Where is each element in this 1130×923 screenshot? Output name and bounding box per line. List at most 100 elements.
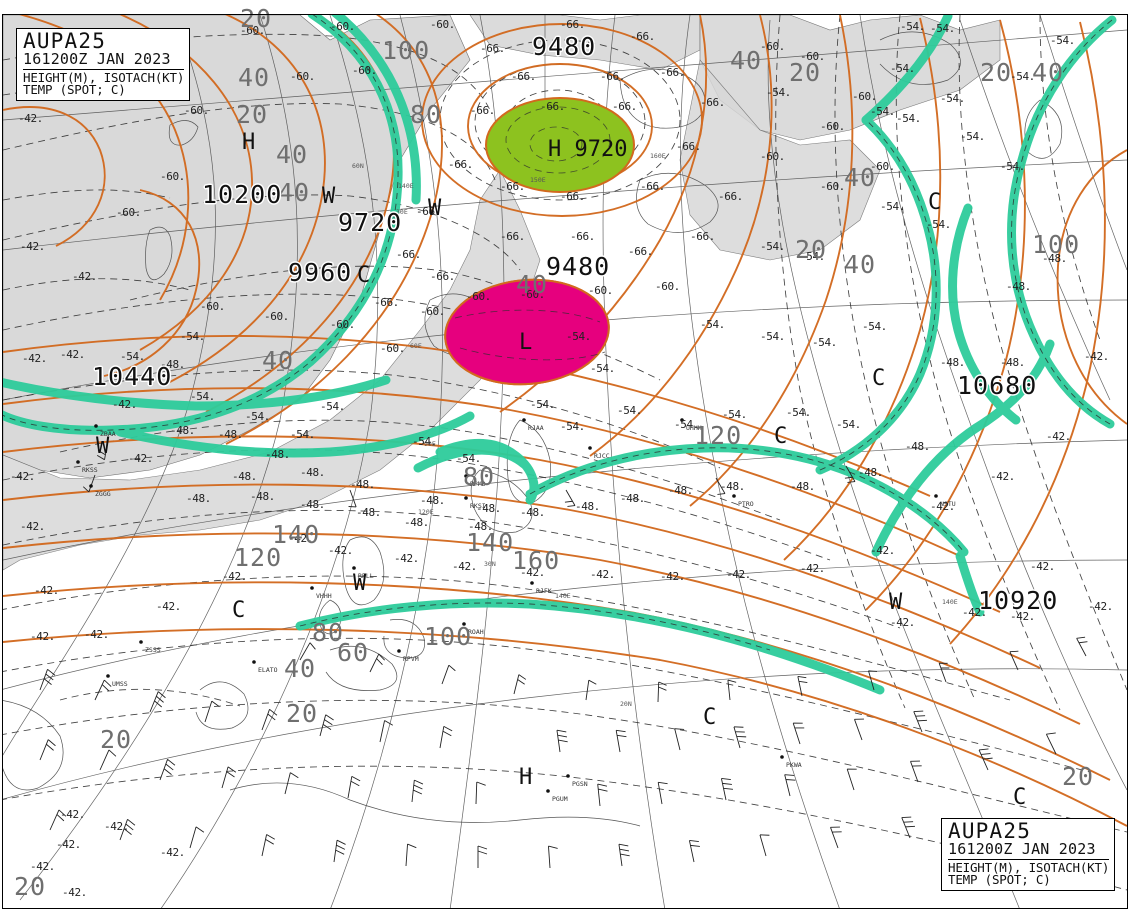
isotach-value-label: 120	[694, 421, 743, 450]
temperature-spot-label: -60.	[160, 170, 185, 183]
temperature-spot-label: -42.	[104, 820, 129, 833]
temperature-spot-label: -42.	[930, 500, 955, 513]
temperature-spot-label: -54.	[456, 452, 481, 465]
temperature-spot-label: -48.	[300, 466, 325, 479]
temperature-spot-label: -54.	[560, 420, 585, 433]
temperature-spot-label: -42.	[60, 348, 85, 361]
temperature-spot-label: -42.	[30, 630, 55, 643]
temperature-spot-label: -42.	[34, 584, 59, 597]
temperature-spot-label: -66.	[690, 230, 715, 243]
temperature-spot-label: -42.	[726, 568, 751, 581]
temperature-spot-label: -54.	[190, 390, 215, 403]
temperature-spot-label: -48.	[1000, 356, 1025, 369]
graticule-label: 20N	[620, 700, 632, 708]
pressure-center-marker: H	[519, 765, 533, 790]
isotach-value-label: 40	[1032, 58, 1065, 87]
temperature-spot-label: -60.	[852, 90, 877, 103]
station-id-label: ELATO	[258, 666, 278, 674]
temperature-spot-label: -42.	[394, 552, 419, 565]
temperature-spot-label: -48.	[720, 480, 745, 493]
station-id-label: RKSS	[82, 466, 98, 474]
station-dots	[76, 418, 938, 793]
height-value-label: 9480	[532, 32, 597, 61]
station-id-label: RJFK	[536, 587, 552, 595]
height-contours	[3, 15, 1127, 827]
station-id-label: PGSN	[572, 780, 588, 788]
isotach-value-label: 40	[730, 46, 763, 75]
station-id-label: RJAA	[528, 424, 544, 432]
chart-legend-line-1-bottom: HEIGHT(M), ISOTACH(KT)	[948, 859, 1110, 875]
temperature-spot-label: -42.	[20, 520, 45, 533]
pressure-center-marker: C	[703, 705, 717, 730]
temperature-spot-label: -54.	[180, 330, 205, 343]
isotach-value-label: 40	[276, 140, 309, 169]
isotach-value-label: 40	[278, 178, 311, 207]
temperature-spot-label: -66.	[511, 70, 536, 83]
temperature-spot-label: -60.	[820, 120, 845, 133]
temperature-spot-label: -60.	[330, 318, 355, 331]
temperature-spot-label: -42.	[990, 470, 1015, 483]
temperature-spot-label: -48.	[1042, 252, 1067, 265]
temperature-spot-label: -54.	[836, 418, 861, 431]
temperature-spot-label: -48.	[790, 480, 815, 493]
temperature-spot-label: -42.	[56, 838, 81, 851]
temperature-spot-label: -42.	[1010, 610, 1035, 623]
isotach-value-label: 20	[789, 58, 822, 87]
temperature-spot-label: -48.	[404, 516, 429, 529]
temperature-spot-label: -66.	[660, 66, 685, 79]
temperature-spot-label: -48.	[575, 500, 600, 513]
station-id-label: PGUM	[552, 795, 568, 803]
temperature-spot-label: -54.	[870, 105, 895, 118]
temperature-spot-label: -42.	[890, 616, 915, 629]
temperature-spot-label: -54.	[760, 240, 785, 253]
chart-title-top: AUPA25	[23, 29, 107, 53]
isotach-value-label: 40	[516, 270, 549, 299]
temperature-spot-label: -42.	[30, 860, 55, 873]
temperature-spot-label: -42.	[520, 566, 545, 579]
temperature-spot-label: -42.	[62, 886, 87, 899]
temperature-spot-label: -42.	[288, 532, 313, 545]
graticule-label: 140E	[398, 182, 414, 190]
height-value-label: 10920	[978, 586, 1059, 615]
station-id-label: PTRO	[738, 500, 754, 508]
isotach-value-label: 80	[312, 618, 345, 647]
temperature-spot-label: -66.	[612, 100, 637, 113]
temperature-spot-label: -42.	[590, 568, 615, 581]
temperature-spot-label: -60.	[240, 24, 265, 37]
station-id-label: VHHH	[316, 592, 332, 600]
temperature-spot-label: -48.	[356, 506, 381, 519]
temperature-spot-label: -66.	[560, 190, 585, 203]
temperature-spot-label: -54.	[320, 400, 345, 413]
isotach-value-label: 20	[240, 4, 273, 33]
temperature-spot-label: -48.	[858, 466, 883, 479]
station-id-label: PKWA	[786, 761, 802, 769]
temperature-spot-label: -54.	[290, 428, 315, 441]
temperature-spot-label: -54.	[896, 112, 921, 125]
temperature-spot-label: -60.	[264, 310, 289, 323]
temperature-spot-label: -60.	[330, 20, 355, 33]
temperature-spot-label: -54.	[862, 320, 887, 333]
isotach-value-label: 100	[424, 622, 473, 651]
temperature-spot-label: -60.	[520, 288, 545, 301]
temperature-spot-label: -54.	[766, 86, 791, 99]
temperature-spot-label: -60.	[870, 160, 895, 173]
pressure-center-marker: W	[322, 184, 336, 209]
height-value-label: 9960	[288, 258, 353, 287]
isotach-value-label: 40	[262, 346, 295, 375]
temperature-spot-label: -48.	[905, 440, 930, 453]
temperature-spot-label: -66.	[448, 158, 473, 171]
temperature-spot-label: -66.	[628, 245, 653, 258]
isotach-value-label: 40	[284, 654, 317, 683]
temperature-spot-label: -48.	[940, 356, 965, 369]
isotach-value-label: 20	[286, 699, 319, 728]
temperature-spot-label: -54.	[900, 20, 925, 33]
isotach-value-label: 100	[1032, 230, 1081, 259]
temperature-spot-label: -48.	[218, 428, 243, 441]
temperature-spot-label: -42.	[222, 570, 247, 583]
temperature-spot-label: -48.	[186, 492, 211, 505]
temperature-spot-label: -54.	[786, 406, 811, 419]
temperature-spot-label: -60.	[116, 206, 141, 219]
temperature-spot-label: -54.	[530, 398, 555, 411]
temperature-spot-label: -66.	[630, 30, 655, 43]
